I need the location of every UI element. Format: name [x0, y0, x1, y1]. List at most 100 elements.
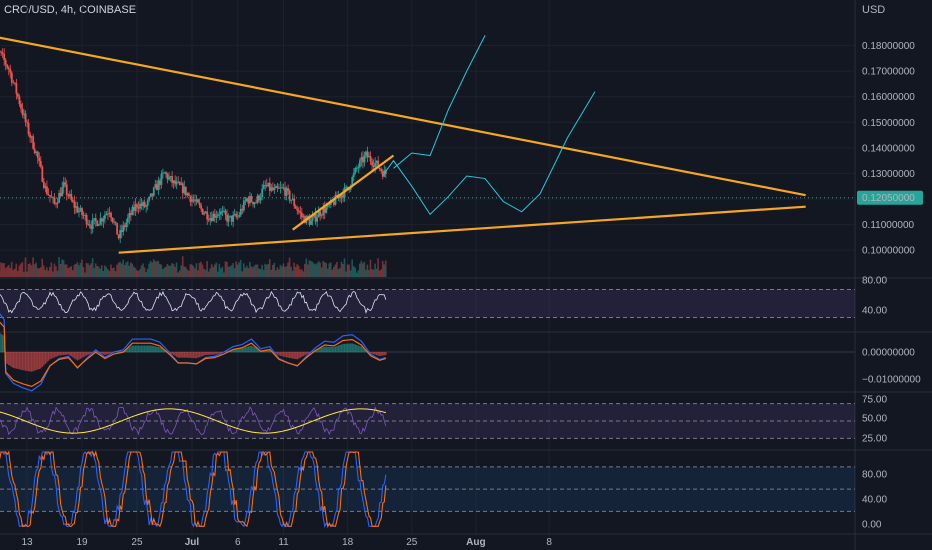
macd-histogram-bar — [38, 352, 40, 370]
macd-histogram-bar — [238, 348, 240, 353]
macd-histogram-bar — [331, 347, 334, 353]
candle-body — [15, 83, 18, 94]
candle-body — [21, 108, 24, 115]
indicator-tick: −0.01000000 — [862, 375, 921, 386]
candle-body — [136, 204, 138, 208]
candle-body — [168, 177, 170, 180]
candle-body — [262, 185, 265, 189]
volume-bar — [217, 271, 219, 277]
candle-body — [213, 213, 216, 218]
macd-histogram-bar — [382, 352, 384, 356]
volume-bar — [168, 265, 170, 277]
volume-bar — [15, 263, 18, 277]
candle-body — [302, 216, 305, 218]
candle-body — [242, 200, 245, 211]
candle-body — [239, 208, 242, 216]
macd-histogram-bar — [321, 347, 323, 353]
macd-histogram-bar — [96, 351, 98, 353]
candle-body — [226, 214, 228, 222]
macd-histogram-bar — [217, 352, 219, 354]
candle-body — [94, 218, 97, 221]
volume-bar — [61, 259, 63, 277]
volume-bar — [250, 266, 253, 277]
volume-bar — [55, 266, 57, 277]
volume-bar — [331, 269, 334, 277]
macd-histogram-bar — [12, 352, 15, 368]
macd-histogram-bar — [128, 347, 131, 353]
candle-body — [189, 195, 192, 202]
trendline-lower — [118, 205, 806, 254]
volume-bar — [142, 263, 144, 277]
volume-bar — [297, 265, 300, 277]
candle-body — [291, 198, 294, 201]
macd-histogram-bar — [46, 352, 48, 363]
candle-body — [380, 169, 383, 172]
candle-body — [362, 157, 364, 163]
macd-histogram-bar — [351, 343, 353, 353]
candle-body — [316, 217, 319, 222]
macd-histogram-bar — [241, 348, 244, 353]
macd-histogram-bar — [35, 352, 37, 371]
candle-body — [81, 208, 83, 215]
volume-bar — [310, 260, 312, 277]
candle-body — [207, 219, 210, 221]
volume-bar — [319, 262, 321, 277]
macd-histogram-bar — [133, 345, 135, 353]
volume-bar — [236, 264, 239, 277]
volume-bar — [24, 257, 27, 277]
volume-bar — [212, 267, 215, 277]
candle-body — [41, 166, 44, 182]
macd-histogram-bar — [127, 348, 129, 353]
rsi-line — [0, 290, 387, 314]
price-tick: 0.13000000 — [862, 169, 915, 180]
candle-body — [265, 184, 268, 187]
candle-body — [256, 195, 259, 203]
macd-histogram-bar — [29, 352, 31, 372]
candle-body — [252, 201, 254, 205]
macd-histogram-bar — [363, 348, 366, 353]
candle-body — [13, 82, 16, 84]
macd-histogram-bar — [15, 352, 18, 369]
candle-body — [177, 181, 180, 183]
candle-body — [381, 171, 384, 177]
macd-histogram-bar — [146, 345, 149, 353]
macd-histogram-bar — [348, 343, 350, 353]
candle-body — [175, 181, 178, 185]
volume-bar — [47, 270, 50, 277]
volume-bar — [93, 268, 95, 277]
volume-bar — [354, 267, 357, 277]
indicator-tick: 50.00 — [862, 414, 887, 425]
candle-body — [369, 156, 372, 162]
macd-histogram-bar — [359, 346, 361, 353]
macd-histogram-bar — [61, 352, 63, 356]
projection-path-1 — [393, 35, 486, 169]
volume-bar — [265, 264, 268, 277]
volume-bar — [275, 270, 277, 277]
volume-bar — [3, 263, 5, 277]
candle-body — [105, 213, 108, 216]
candle-body — [17, 93, 19, 97]
indicator-tick: 75.00 — [862, 395, 887, 406]
volume-bar — [175, 262, 178, 277]
volume-bar — [70, 266, 73, 277]
candle-body — [24, 113, 27, 123]
volume-bar — [247, 268, 250, 277]
candle-body — [294, 206, 297, 209]
macd-histogram-bar — [354, 344, 357, 353]
candle-body — [58, 192, 61, 203]
candle-body — [345, 186, 348, 188]
volume-bar — [157, 260, 160, 277]
candle-body — [23, 113, 25, 115]
candle-body — [232, 214, 235, 222]
macd-histogram-bar — [166, 351, 169, 353]
volume-bar — [30, 265, 33, 277]
last-price-value: 0.12050000 — [862, 193, 915, 204]
candle-body — [116, 222, 119, 235]
macd-histogram-bar — [140, 345, 143, 353]
macd-histogram-bar — [59, 352, 62, 356]
macd-histogram-bar — [279, 352, 282, 356]
volume-bar — [375, 268, 378, 277]
candle-body — [317, 211, 320, 218]
